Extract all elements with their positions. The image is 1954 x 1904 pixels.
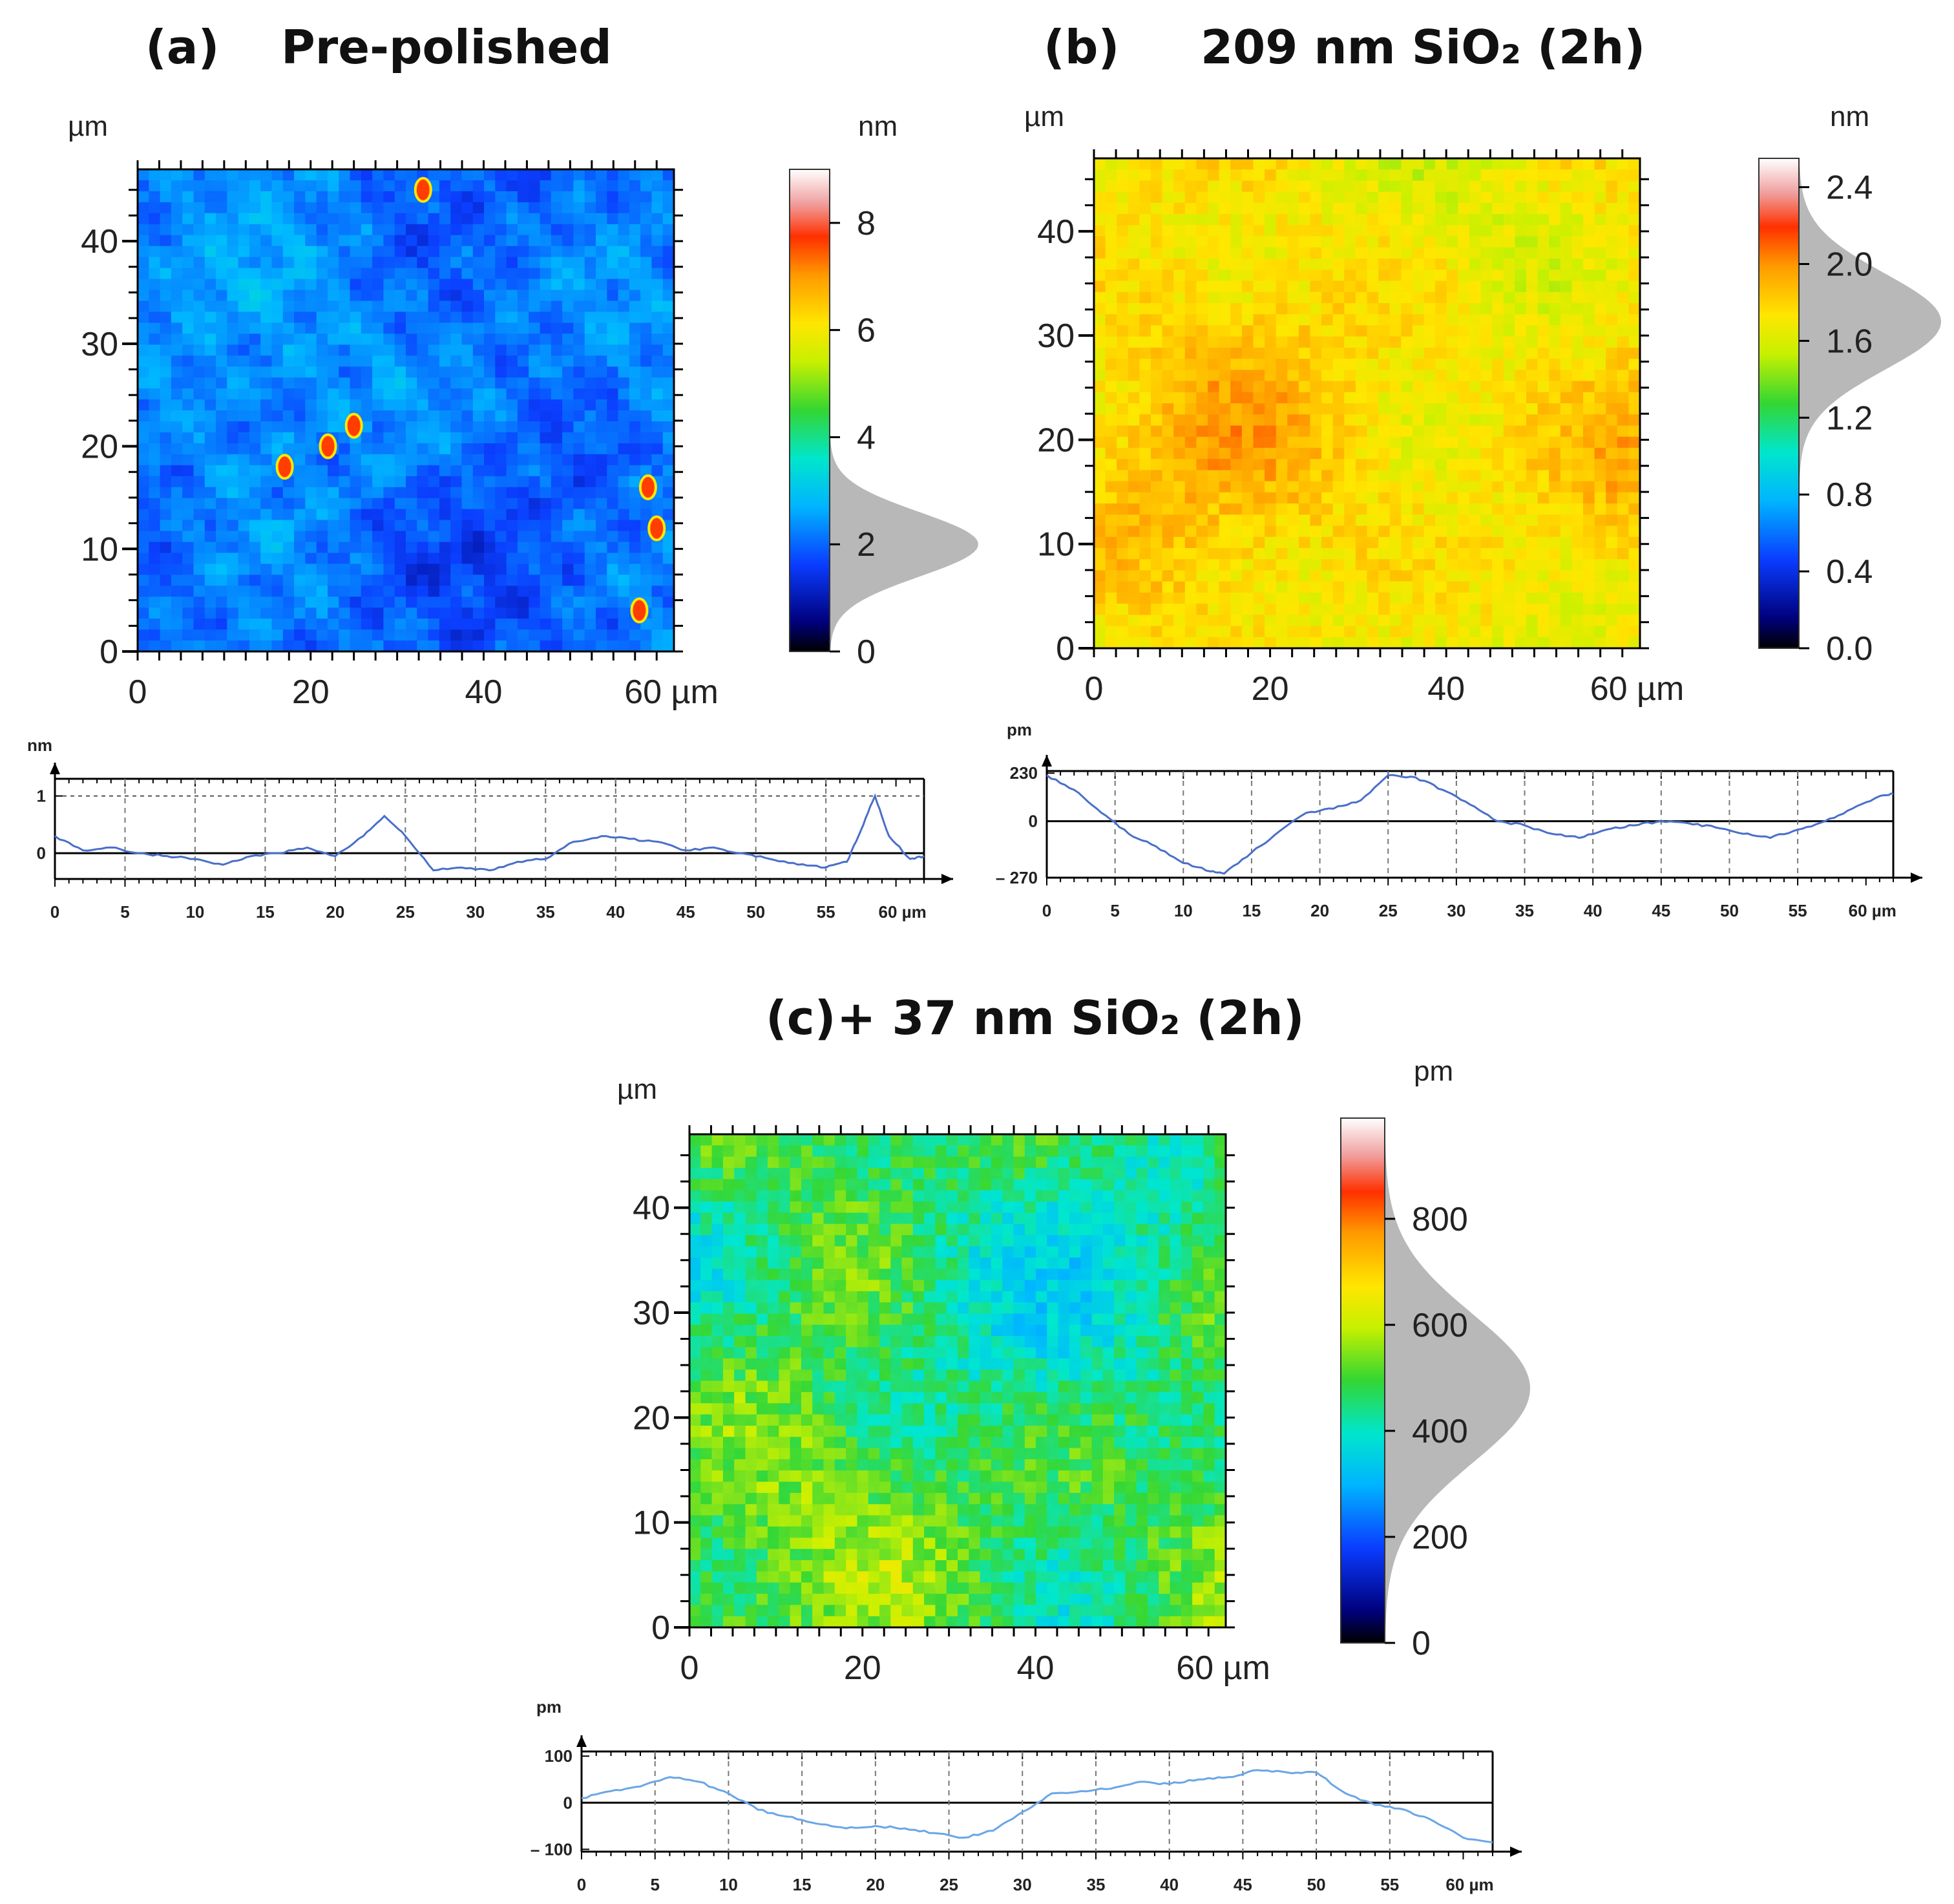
x-tick-label: 40: [1427, 670, 1465, 708]
x-tick-label: 40: [465, 673, 503, 711]
profile-x-tick-label: 25: [1379, 901, 1398, 920]
y-tick-label: 0: [100, 633, 118, 671]
y-tick-label: 10: [81, 531, 118, 568]
map-noise: [138, 169, 674, 651]
panel-a-label: (a): [145, 20, 219, 74]
x-tick-label: 60 µm: [1590, 670, 1685, 708]
histogram-a: [830, 169, 978, 651]
panel-c-label: (c): [766, 991, 836, 1045]
profile-x-tick-label: 35: [1515, 901, 1534, 920]
colorbar-tick-label: 0.4: [1826, 553, 1873, 591]
colorbar-tick-label: 0: [857, 633, 876, 671]
colorbar-tick-label: 2.0: [1826, 246, 1873, 283]
profile-y-arrow: [50, 763, 60, 774]
colorbar-tick-label: 1.6: [1826, 323, 1873, 360]
profile-y-tick-label: 230: [1010, 763, 1038, 783]
profile-unit-a: nm: [27, 735, 52, 755]
profile-x-tick-label: 55: [817, 902, 835, 922]
y-tick-label: 30: [81, 326, 118, 363]
colorbar-tick-label: 2.4: [1826, 169, 1873, 207]
panel-a-title: Pre-polished: [281, 20, 612, 74]
profile-x-tick-label: 15: [1242, 901, 1261, 920]
height-map-texture-c: [689, 1134, 1226, 1628]
profile-x-arrow: [1911, 873, 1922, 883]
profile-x-tick-label: 55: [1789, 901, 1807, 920]
profile-y-tick-label: 1: [37, 787, 46, 806]
profile-x-tick-label: 10: [1174, 901, 1193, 920]
panel-c: (c) + 37 nm SiO₂ (2h) 0 20 40 60 µm01020304…: [531, 991, 1530, 1894]
profile-x-tick-label: 20: [326, 902, 344, 922]
y-unit-a: µm: [68, 111, 108, 142]
colorbar-b: 0.0 0.4 0.8 1.2 1.6 2.0 2.4 nm: [1758, 101, 1941, 668]
profile-x-tick-label: 35: [536, 902, 555, 922]
y-unit-b: µm: [1024, 101, 1064, 132]
colorbar-tick-label: 6: [857, 312, 876, 350]
height-map-texture-b: [1094, 158, 1641, 649]
profile-x-tick-label: 60 µm: [878, 902, 926, 922]
panel-c-title: + 37 nm SiO₂ (2h): [837, 991, 1305, 1045]
heatmap-a: 0 20 40 60 µm 0 10 20 30 40 µm: [68, 111, 719, 711]
colorbar-tick-label: 8: [857, 205, 876, 242]
profile-x-tick-label: 60 µm: [1849, 901, 1896, 920]
profile-x-tick-label: 25: [396, 902, 415, 922]
panel-b-title: 209 nm SiO₂ (2h): [1201, 20, 1645, 74]
colorbar-gradient-b: [1758, 158, 1800, 649]
profile-x-tick-label: 0: [50, 902, 59, 922]
profile-x-tick-label: 10: [185, 902, 204, 922]
profile-axes-a: 0 5 10 15 20 25 30 35 40 45 50 55 60 µm 0 1: [37, 763, 953, 922]
profile-x-tick-label: 40: [606, 902, 625, 922]
profile-y-tick-label: – 270: [996, 868, 1038, 887]
colorbar-unit-a: nm: [858, 111, 898, 142]
y-tick-label: 40: [81, 223, 118, 260]
profile-y-arrow: [1042, 755, 1052, 767]
y-tick-label: 20: [1037, 421, 1075, 459]
x-tick-label: 0: [1085, 670, 1104, 708]
x-tick-label: 0: [129, 673, 147, 711]
profile-x-tick-label: 20: [1310, 901, 1329, 920]
x-tick-label: 20: [1252, 670, 1289, 708]
y-tick-label: 40: [1037, 213, 1075, 251]
colorbar-gradient-a: [789, 169, 830, 652]
colorbar-a: 0 2 4 6 8 nm: [789, 111, 978, 671]
colorbar-unit-b: nm: [1830, 101, 1869, 132]
profile-x-tick-label: 40: [1584, 901, 1602, 920]
colorbar-tick-label: 4: [857, 419, 876, 456]
panel-b-label: (b): [1044, 20, 1119, 74]
y-tick-label: 30: [1037, 317, 1075, 355]
profile-x-arrow: [941, 874, 953, 884]
height-map-texture-a: [138, 169, 675, 652]
colorbar-tick-label: 0.8: [1826, 476, 1873, 514]
profile-line-b: [1046, 774, 1894, 875]
profile-y-tick-label: 0: [1029, 812, 1038, 831]
x-tick-label: 20: [292, 673, 330, 711]
colorbar-tick-label: 0.0: [1826, 630, 1873, 668]
map-noise: [1094, 158, 1640, 648]
y-tick-label: 20: [81, 428, 118, 466]
colorbar-tick-label: 2: [857, 526, 876, 564]
profile-x-tick-label: 45: [1652, 901, 1670, 920]
profile-x-tick-label: 15: [256, 902, 275, 922]
panel-b: (b) 209 nm SiO₂ (2h) 0 20 40 60 µm 0 10 20 30 40…: [996, 20, 1941, 920]
profile-line-a: [54, 793, 925, 872]
profile-a: 0 5 10 15 20 25 30 35 40 45 50 55 60 µm 0 1 nm: [27, 735, 953, 922]
profile-unit-b: pm: [1007, 720, 1032, 739]
y-tick-label: 0: [1056, 630, 1075, 668]
x-tick-label: 60 µm: [624, 673, 719, 711]
profile-x-tick-label: 50: [746, 902, 765, 922]
profile-x-tick-label: 5: [1110, 901, 1119, 920]
profile-x-tick-label: 45: [677, 902, 695, 922]
profile-x-tick-label: 0: [1042, 901, 1051, 920]
y-tick-label: 10: [1037, 526, 1075, 564]
heatmap-b: 0 20 40 60 µm 0 10 20 30 40 µm: [1024, 101, 1684, 708]
profile-x-tick-label: 5: [120, 902, 129, 922]
profile-x-tick-label: 30: [466, 902, 485, 922]
colorbar-tick-label: 1.2: [1826, 399, 1873, 437]
profile-x-tick-label: 30: [1447, 901, 1466, 920]
profile-x-tick-label: 50: [1720, 901, 1739, 920]
profile-y-tick-label: 0: [37, 843, 46, 863]
